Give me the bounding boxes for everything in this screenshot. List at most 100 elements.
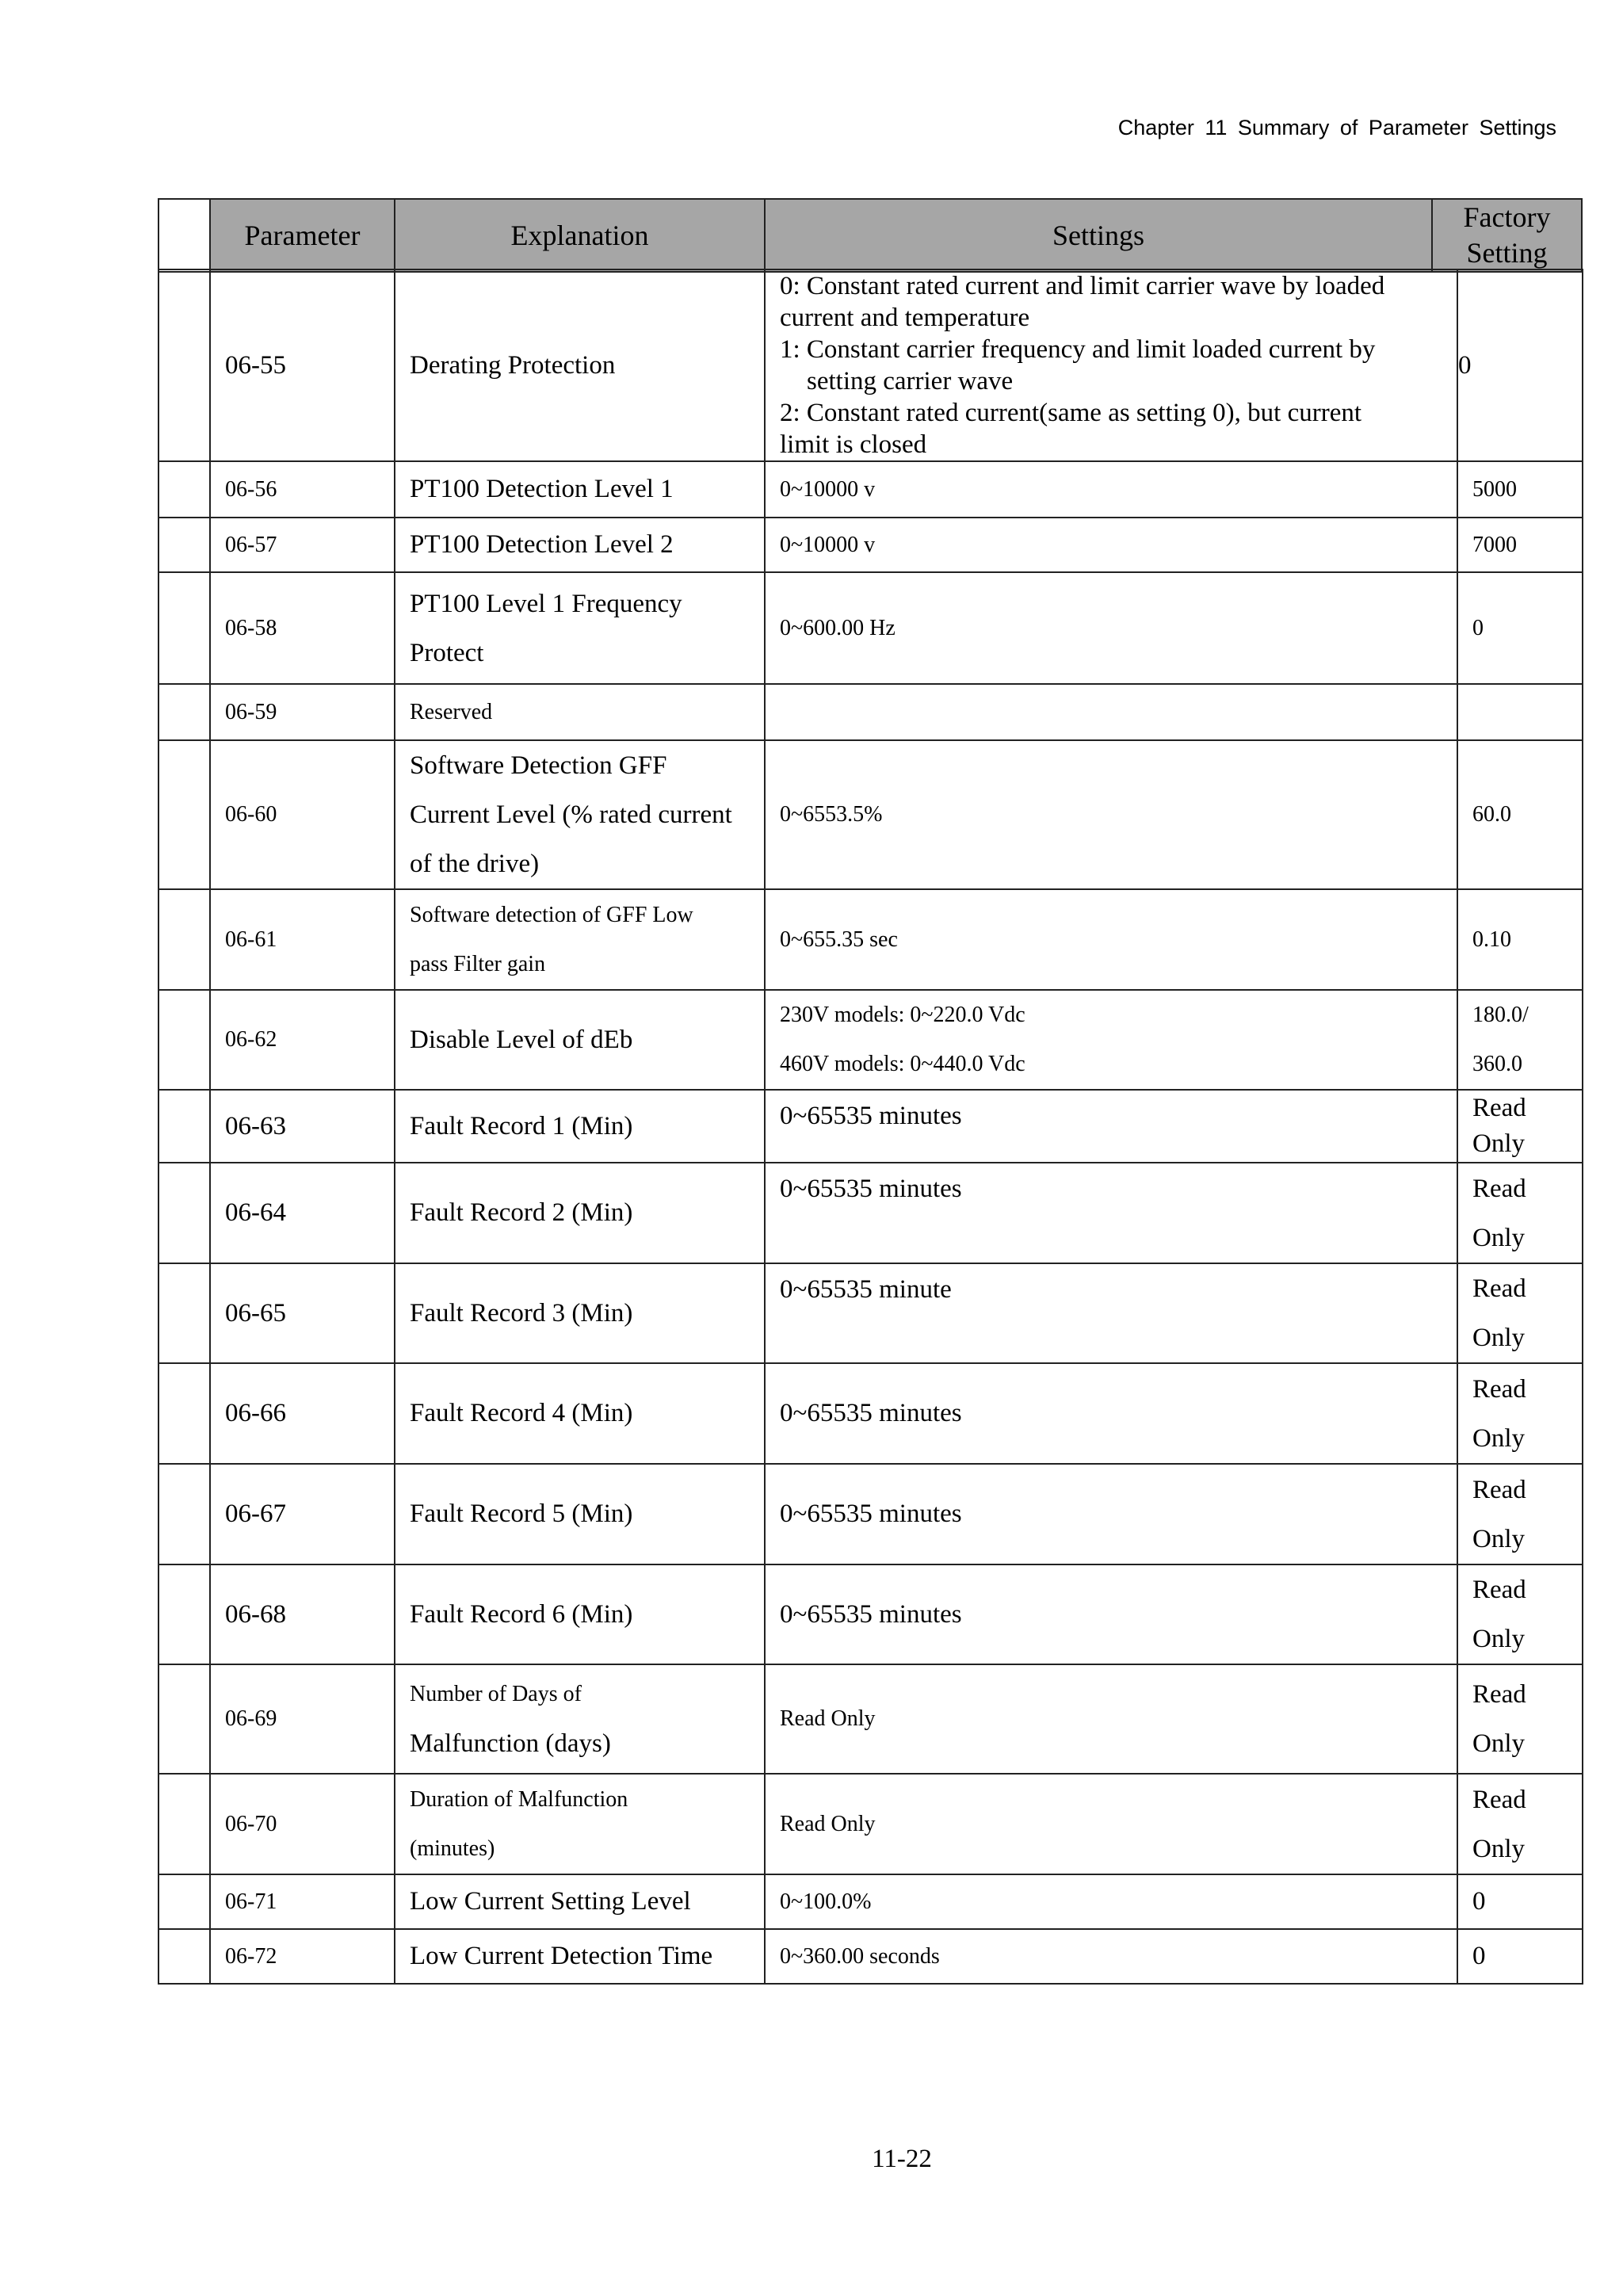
settings-line: limit is closed bbox=[780, 430, 927, 459]
table-row: 06-68 Fault Record 6 (Min) 0~65535 minutes… bbox=[158, 1564, 1583, 1665]
settings-line: 0~65535 minute bbox=[780, 1275, 952, 1304]
settings-line: 0~10000 v bbox=[780, 532, 876, 557]
explanation-line: Low Current Setting Level bbox=[410, 1887, 691, 1916]
explanation-cell: Fault Record 5 (Min) bbox=[394, 1463, 766, 1565]
parameter-cell: 06-67 bbox=[209, 1463, 395, 1565]
header-explanation: Explanation bbox=[394, 198, 766, 273]
settings-cell: 0~10000 v bbox=[764, 460, 1458, 518]
explanation-cell: Software detection of GFF Low pass Filter… bbox=[394, 888, 766, 991]
factory-line: Read bbox=[1472, 1785, 1526, 1814]
factory-line: 60.0 bbox=[1472, 802, 1511, 827]
settings-line: 230V models: 0~220.0 Vdc bbox=[780, 1003, 1025, 1027]
settings-line: 0~65535 minutes bbox=[780, 1102, 962, 1130]
parameter-cell: 06-61 bbox=[209, 888, 395, 991]
settings-cell: 230V models: 0~220.0 Vdc 460V models: 0~4… bbox=[764, 989, 1458, 1091]
settings-line: 460V models: 0~440.0 Vdc bbox=[780, 1052, 1025, 1076]
factory-cell: 0 bbox=[1457, 269, 1583, 462]
table-row: 06-56 PT100 Detection Level 1 0~10000 v 500… bbox=[158, 460, 1583, 518]
table-row: 06-58 PT100 Level 1 Frequency Protect 0~600… bbox=[158, 571, 1583, 685]
factory-line: 0 bbox=[1458, 350, 1472, 380]
header-factory-line: Factory bbox=[1463, 201, 1551, 233]
explanation-cell: Number of Days of Malfunction (days) bbox=[394, 1664, 766, 1775]
factory-cell: 0 bbox=[1457, 571, 1583, 685]
settings-cell: 0~655.35 sec bbox=[764, 888, 1458, 991]
header-factory-setting: Factory Setting bbox=[1431, 198, 1583, 273]
explanation-line: Fault Record 2 (Min) bbox=[410, 1198, 633, 1227]
explanation-line: Fault Record 6 (Min) bbox=[410, 1599, 633, 1629]
row-blank-cell bbox=[158, 1089, 211, 1163]
table-row: 06-70 Duration of Malfunction (minutes) Rea… bbox=[158, 1773, 1583, 1875]
parameter-cell: 06-55 bbox=[209, 269, 395, 462]
factory-cell: 60.0 bbox=[1457, 739, 1583, 890]
settings-cell: 0~65535 minutes bbox=[764, 1362, 1458, 1465]
row-blank-cell bbox=[158, 1564, 211, 1665]
header-factory-line: Setting bbox=[1466, 237, 1548, 269]
parameter-cell: 06-60 bbox=[209, 739, 395, 890]
row-blank-cell bbox=[158, 683, 211, 741]
explanation-cell: Fault Record 2 (Min) bbox=[394, 1162, 766, 1264]
settings-cell: Read Only bbox=[764, 1664, 1458, 1775]
factory-cell: 0 bbox=[1457, 1874, 1583, 1930]
settings-line: 0~6553.5% bbox=[780, 802, 883, 827]
row-blank-cell bbox=[158, 739, 211, 890]
table-row: 06-60 Software Detection GFF Current Level… bbox=[158, 739, 1583, 890]
parameter-cell: 06-63 bbox=[209, 1089, 395, 1163]
explanation-cell: Fault Record 4 (Min) bbox=[394, 1362, 766, 1465]
header-blank-cell bbox=[158, 198, 211, 273]
row-blank-cell bbox=[158, 1162, 211, 1264]
settings-line: 1: Constant carrier frequency and limit … bbox=[780, 335, 1376, 364]
header-settings: Settings bbox=[764, 198, 1433, 273]
factory-line: Read bbox=[1472, 1680, 1526, 1709]
parameter-cell: 06-62 bbox=[209, 989, 395, 1091]
factory-line: 5000 bbox=[1472, 476, 1517, 502]
table-row: 06-59 Reserved bbox=[158, 683, 1583, 741]
explanation-line: Protect bbox=[410, 638, 484, 667]
table-row: 06-55 Derating Protection 0: Constant rate… bbox=[158, 269, 1583, 462]
row-blank-cell bbox=[158, 1463, 211, 1565]
explanation-line: of the drive) bbox=[410, 850, 540, 878]
settings-line: setting carrier wave bbox=[807, 367, 1014, 395]
factory-line: Read bbox=[1472, 1174, 1526, 1203]
parameter-cell: 06-59 bbox=[209, 683, 395, 741]
settings-line: 0~10000 v bbox=[780, 476, 876, 502]
explanation-cell: Duration of Malfunction (minutes) bbox=[394, 1773, 766, 1875]
explanation-cell: Software Detection GFF Current Level (% r… bbox=[394, 739, 766, 890]
explanation-line: Fault Record 4 (Min) bbox=[410, 1399, 633, 1427]
parameter-table: 06-55 Derating Protection 0: Constant rate… bbox=[158, 269, 1583, 1985]
settings-cell: 0~100.0% bbox=[764, 1874, 1458, 1930]
settings-line: 0~655.35 sec bbox=[780, 926, 898, 952]
factory-line: Only bbox=[1472, 1423, 1525, 1453]
settings-line: 0~65535 minutes bbox=[780, 1175, 962, 1203]
explanation-line: Fault Record 1 (Min) bbox=[410, 1111, 633, 1140]
settings-line: 2: Constant rated current(same as settin… bbox=[780, 399, 1362, 427]
settings-cell: 0~360.00 seconds bbox=[764, 1928, 1458, 1985]
factory-line: 0 bbox=[1472, 615, 1484, 640]
table-row: 06-63 Fault Record 1 (Min) 0~65535 minutes… bbox=[158, 1089, 1583, 1163]
factory-line: 0 bbox=[1472, 1887, 1486, 1916]
factory-cell: Read Only bbox=[1457, 1263, 1583, 1364]
settings-cell: 0~65535 minutes bbox=[764, 1463, 1458, 1565]
header-parameter: Parameter bbox=[209, 198, 395, 273]
table-row: 06-65 Fault Record 3 (Min) 0~65535 minute R… bbox=[158, 1263, 1583, 1364]
settings-cell: 0~10000 v bbox=[764, 517, 1458, 573]
factory-cell: Read Only bbox=[1457, 1564, 1583, 1665]
table-row: 06-71 Low Current Setting Level 0~100.0% 0 bbox=[158, 1874, 1583, 1930]
explanation-line: PT100 Level 1 Frequency bbox=[410, 589, 682, 618]
row-blank-cell bbox=[158, 1362, 211, 1465]
explanation-cell: PT100 Detection Level 2 bbox=[394, 517, 766, 573]
parameter-cell: 06-72 bbox=[209, 1928, 395, 1985]
factory-line: Read bbox=[1472, 1094, 1526, 1122]
settings-line: current and temperature bbox=[780, 304, 1030, 332]
factory-line: Only bbox=[1472, 1625, 1525, 1653]
parameter-cell: 06-57 bbox=[209, 517, 395, 573]
table-row: 06-69 Number of Days of Malfunction (days)… bbox=[158, 1664, 1583, 1775]
settings-line: 0~360.00 seconds bbox=[780, 1943, 940, 1969]
explanation-line: Derating Protection bbox=[410, 350, 616, 380]
factory-line: 0.10 bbox=[1472, 926, 1511, 952]
explanation-cell: Fault Record 3 (Min) bbox=[394, 1263, 766, 1364]
factory-cell: Read Only bbox=[1457, 1463, 1583, 1565]
settings-cell: 0~65535 minutes bbox=[764, 1089, 1458, 1163]
explanation-cell: PT100 Detection Level 1 bbox=[394, 460, 766, 518]
explanation-cell: Fault Record 6 (Min) bbox=[394, 1564, 766, 1665]
explanation-line: (minutes) bbox=[410, 1836, 495, 1861]
